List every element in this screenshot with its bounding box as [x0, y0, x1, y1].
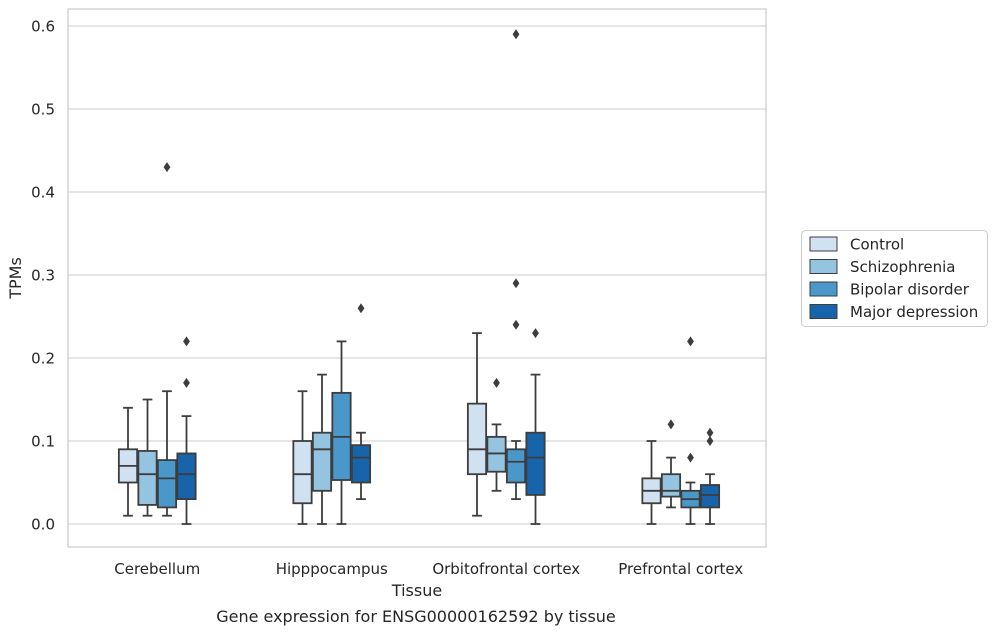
legend: Control Schizophrenia Bipolar disorder Majo… [801, 230, 988, 327]
box-control [117, 406, 139, 517]
x-axis-label: Tissue [391, 581, 442, 600]
legend-label: Schizophrenia [850, 258, 955, 276]
outlier-point [163, 162, 171, 173]
outlier-point [687, 452, 694, 463]
y-tick-label: 0.0 [31, 516, 55, 534]
box-control [292, 390, 313, 525]
box-body [525, 431, 546, 496]
box-control [466, 332, 488, 517]
legend-label: Major depression [850, 303, 978, 321]
box-body [137, 450, 158, 506]
outlier-point [357, 303, 365, 314]
outlier-point [667, 419, 675, 430]
outlier-point [512, 319, 520, 330]
box-body [176, 452, 197, 501]
box-body [292, 440, 313, 505]
box-bipolar-disorder [156, 162, 178, 517]
legend-label: Bipolar disorder [850, 281, 970, 299]
box-major-depression [350, 303, 372, 501]
x-tick-label: Prefrontal cortex [618, 560, 743, 578]
box-control [641, 440, 662, 525]
y-axis-ticks: 0.0 0.1 0.2 0.3 0.4 0.5 0.6 [31, 18, 55, 534]
y-tick-label: 0.6 [31, 18, 55, 36]
y-tick-label: 0.3 [31, 267, 55, 285]
y-tick-label: 0.5 [31, 101, 55, 119]
box-major-depression [176, 336, 197, 525]
legend-swatch [809, 304, 838, 319]
x-tick-label: Orbitofrontal cortex [432, 560, 580, 578]
box-body [350, 444, 372, 484]
outlier-point [687, 336, 694, 347]
legend-frame [801, 230, 988, 327]
x-tick-label: Hipppocampus [276, 560, 388, 578]
box-body [660, 473, 682, 498]
y-tick-label: 0.2 [31, 350, 55, 368]
y-gridlines [68, 25, 766, 525]
outlier-point [183, 377, 190, 388]
outlier-point [493, 377, 500, 388]
box-body [505, 448, 527, 484]
box-body [156, 459, 178, 509]
legend-swatch [809, 259, 838, 274]
outlier-point [512, 278, 520, 289]
box-bipolar-disorder [331, 340, 352, 525]
y-tick-label: 0.4 [31, 184, 55, 202]
box-bipolar-disorder [505, 29, 527, 501]
outlier-point [706, 427, 714, 438]
box-bipolar-disorder [680, 336, 701, 525]
box-schizophrenia [660, 419, 682, 509]
box-major-depression [525, 328, 546, 525]
legend-swatch [809, 236, 838, 252]
x-axis-ticks: Cerebellum Hipppocampus Orbitofrontal cort… [114, 560, 743, 578]
y-axis-label: TPMs [6, 257, 25, 300]
legend-label: Control [850, 236, 904, 254]
outlier-point [183, 336, 190, 347]
box-body [466, 402, 488, 476]
chart-caption: Gene expression for ENSG00000162592 by t… [216, 607, 616, 626]
outlier-point [532, 328, 539, 339]
y-tick-label: 0.1 [31, 433, 55, 451]
box-schizophrenia [311, 373, 333, 525]
plot-area-frame [67, 8, 767, 548]
outlier-point [706, 436, 714, 446]
box-body [699, 484, 721, 509]
box-series [117, 29, 721, 525]
box-major-depression [699, 427, 721, 525]
box-body [311, 431, 333, 492]
legend-swatch [809, 281, 838, 297]
x-tick-label: Cerebellum [114, 560, 200, 578]
box-schizophrenia [486, 377, 507, 492]
box-schizophrenia [137, 398, 158, 517]
outlier-point [512, 29, 520, 40]
